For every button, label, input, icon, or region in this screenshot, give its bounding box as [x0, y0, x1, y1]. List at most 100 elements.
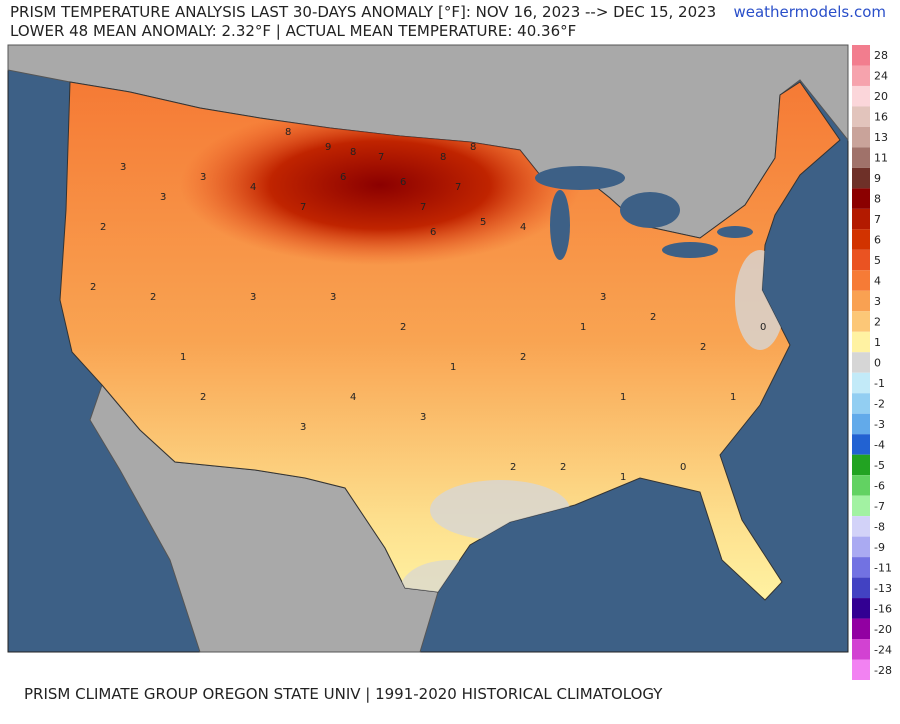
anomaly-label: 0	[760, 322, 766, 333]
legend-swatch	[852, 167, 870, 189]
legend-swatch	[852, 639, 870, 660]
legend-label: -20	[874, 623, 892, 636]
legend-label: 9	[874, 172, 881, 185]
legend-swatch	[852, 65, 870, 86]
anomaly-label: 9	[325, 142, 331, 153]
legend-label: 6	[874, 234, 881, 247]
subtitle: LOWER 48 MEAN ANOMALY: 2.32°F | ACTUAL M…	[10, 22, 576, 40]
legend-label: 24	[874, 70, 888, 83]
anomaly-label: 1	[620, 392, 626, 403]
anomaly-label: 4	[520, 222, 526, 233]
anomaly-label: 1	[730, 392, 736, 403]
anomaly-label: 4	[350, 392, 356, 403]
legend-swatch	[852, 454, 870, 476]
legend-swatch	[852, 475, 870, 496]
anomaly-label: 3	[250, 292, 256, 303]
anomaly-label: 2	[100, 222, 106, 233]
legend-label: 11	[874, 152, 888, 165]
anomaly-label: 8	[285, 127, 291, 138]
source[interactable]: weathermodels.com	[733, 3, 886, 21]
legend-swatch	[852, 393, 870, 414]
legend-label: 13	[874, 131, 888, 144]
legend-swatch	[852, 106, 870, 127]
legend-label: -24	[874, 643, 892, 656]
legend-label: -16	[874, 602, 892, 615]
lake	[550, 190, 570, 260]
anomaly-label: 2	[650, 312, 656, 323]
legend-swatch	[852, 557, 870, 578]
legend-swatch	[852, 598, 870, 619]
anomaly-label: 3	[200, 172, 206, 183]
map: 8 9 8 7 6 7 8 8 7 6 7 6 5 4 4 3 3 3 2 2 2 3 3 2 1 2 1 3 2 2 1 0 1 2 2 3 4 3 2 1…	[7, 44, 849, 653]
legend-label: 16	[874, 111, 888, 124]
title: PRISM TEMPERATURE ANALYSIS LAST 30-DAYS …	[10, 3, 716, 21]
anomaly-label: 6	[430, 227, 436, 238]
legend-label: -4	[874, 438, 885, 451]
legend-label: -8	[874, 520, 885, 533]
anomaly-label: 8	[470, 142, 476, 153]
anomaly-label: 6	[400, 177, 406, 188]
anomaly-label: 7	[300, 202, 306, 213]
legend-swatch	[852, 249, 870, 271]
legend-label: 5	[874, 254, 881, 267]
legend-swatch	[852, 311, 870, 332]
legend-label: 8	[874, 193, 881, 206]
anomaly-label: 3	[420, 412, 426, 423]
legend-swatch	[852, 270, 870, 291]
anomaly-label: 3	[300, 422, 306, 433]
anomaly-label: 8	[440, 152, 446, 163]
legend-label: -7	[874, 500, 885, 513]
legend-swatch	[852, 331, 870, 353]
legend-label: -28	[874, 664, 892, 677]
anomaly-label: 6	[340, 172, 346, 183]
legend-swatch	[852, 372, 870, 394]
legend: 28 24 20 16 13 11 9 8 7 6 5 4 3 2 1 0 -1 -2 -3 -4 -5 -6 -7 -8 -9…	[852, 45, 892, 680]
legend-swatch	[852, 516, 870, 537]
legend-swatch	[852, 45, 870, 66]
warm-region	[180, 105, 580, 265]
anomaly-label: 2	[90, 282, 96, 293]
legend-swatch	[852, 352, 870, 373]
legend-label: 28	[874, 49, 888, 62]
anomaly-label: 3	[160, 192, 166, 203]
anomaly-label: 2	[200, 392, 206, 403]
anomaly-label: 7	[378, 152, 384, 163]
legend-label: -9	[874, 541, 885, 554]
anomaly-label: 3	[330, 292, 336, 303]
legend-label: 7	[874, 213, 881, 226]
anomaly-label: 7	[455, 182, 461, 193]
legend-label: -6	[874, 479, 885, 492]
anomaly-label: 2	[520, 352, 526, 363]
anomaly-label: 2	[700, 342, 706, 353]
anomaly-label: 2	[400, 322, 406, 333]
legend-swatch	[852, 577, 870, 599]
lake	[662, 242, 718, 258]
legend-swatch	[852, 188, 870, 209]
legend-label: -3	[874, 418, 885, 431]
legend-label: -5	[874, 459, 885, 472]
legend-swatch	[852, 229, 870, 250]
lake	[535, 166, 625, 190]
legend-label: 2	[874, 316, 881, 329]
legend-label: 20	[874, 90, 888, 103]
anomaly-label: 1	[580, 322, 586, 333]
legend-label: -2	[874, 397, 885, 410]
anomaly-label: 2	[560, 462, 566, 473]
anomaly-label: 3	[120, 162, 126, 173]
anomaly-label: 0	[680, 462, 686, 473]
anomaly-label: 1	[450, 362, 456, 373]
lake	[620, 192, 680, 228]
legend-swatch	[852, 495, 870, 517]
anomaly-label: 1	[620, 472, 626, 483]
legend-swatch	[852, 126, 870, 148]
anomaly-label: 8	[350, 147, 356, 158]
footer: PRISM CLIMATE GROUP OREGON STATE UNIV | …	[24, 685, 663, 703]
legend-swatch	[852, 290, 870, 312]
legend-swatch	[852, 659, 870, 680]
anomaly-label: 1	[180, 352, 186, 363]
legend-label: -13	[874, 582, 892, 595]
legend-label: 0	[874, 357, 881, 370]
legend-swatch	[852, 434, 870, 455]
legend-swatch	[852, 208, 870, 230]
